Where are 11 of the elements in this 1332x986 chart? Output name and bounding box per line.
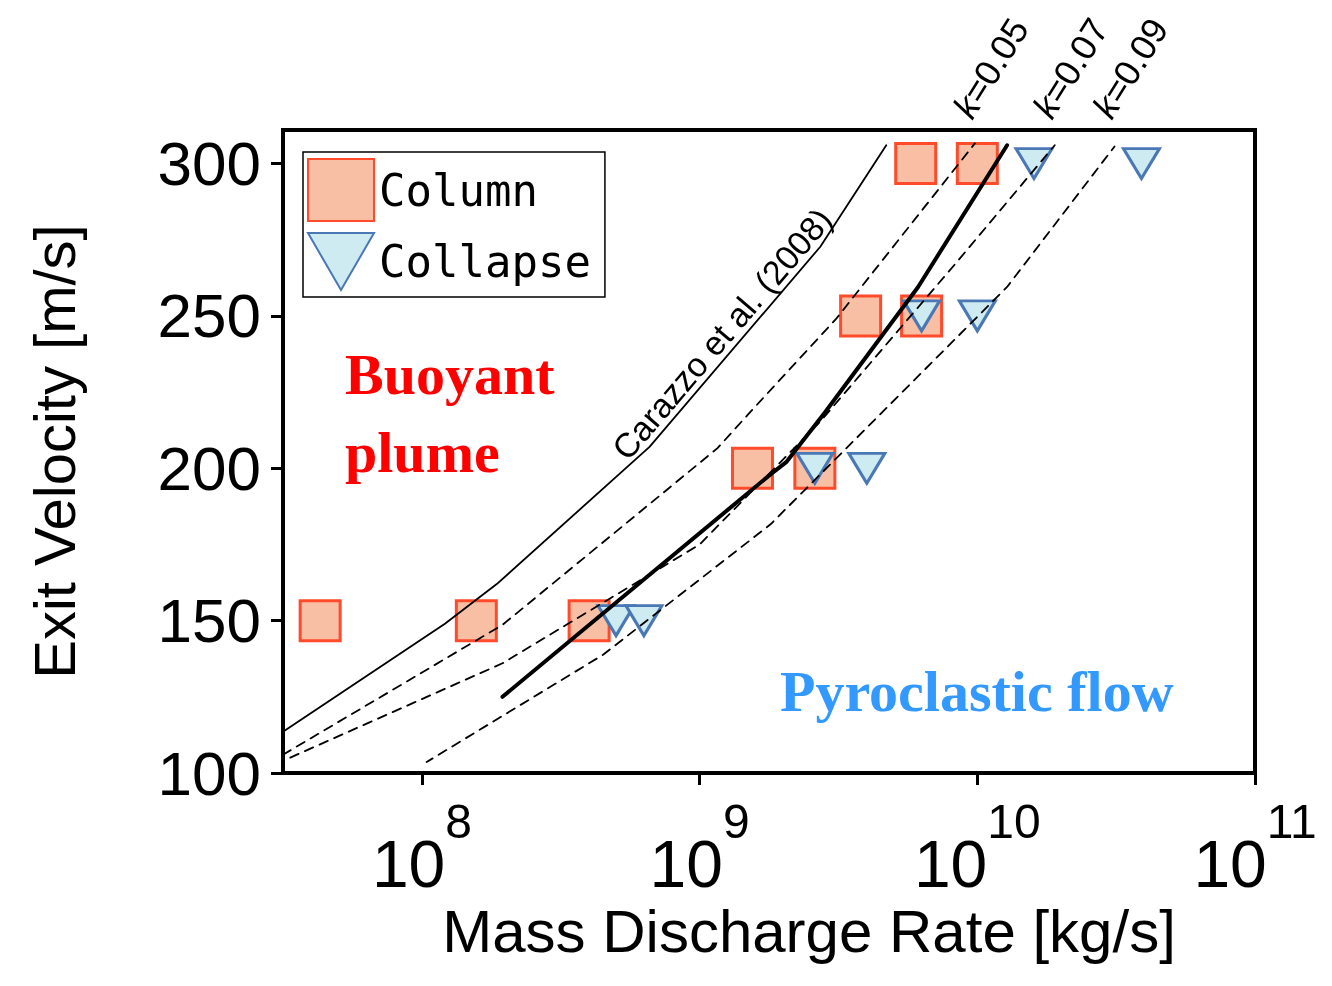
annotation: Buoyant plume [345, 341, 556, 485]
y-tick-label: 250 [157, 281, 261, 351]
y-tick-label: 200 [157, 433, 261, 503]
y-tick-label: 150 [157, 586, 261, 656]
y-tick-label: 100 [157, 738, 261, 808]
legend-label: Column [379, 164, 538, 216]
y-tick-label: 300 [157, 129, 261, 199]
x-axis-title: Mass Discharge Rate [kg/s] [442, 898, 1176, 966]
annotation: Pyroclastic flow [780, 658, 1174, 724]
y-axis-title: Exit Velocity [m/s] [21, 224, 87, 679]
legend-label: Collapse [379, 236, 591, 288]
